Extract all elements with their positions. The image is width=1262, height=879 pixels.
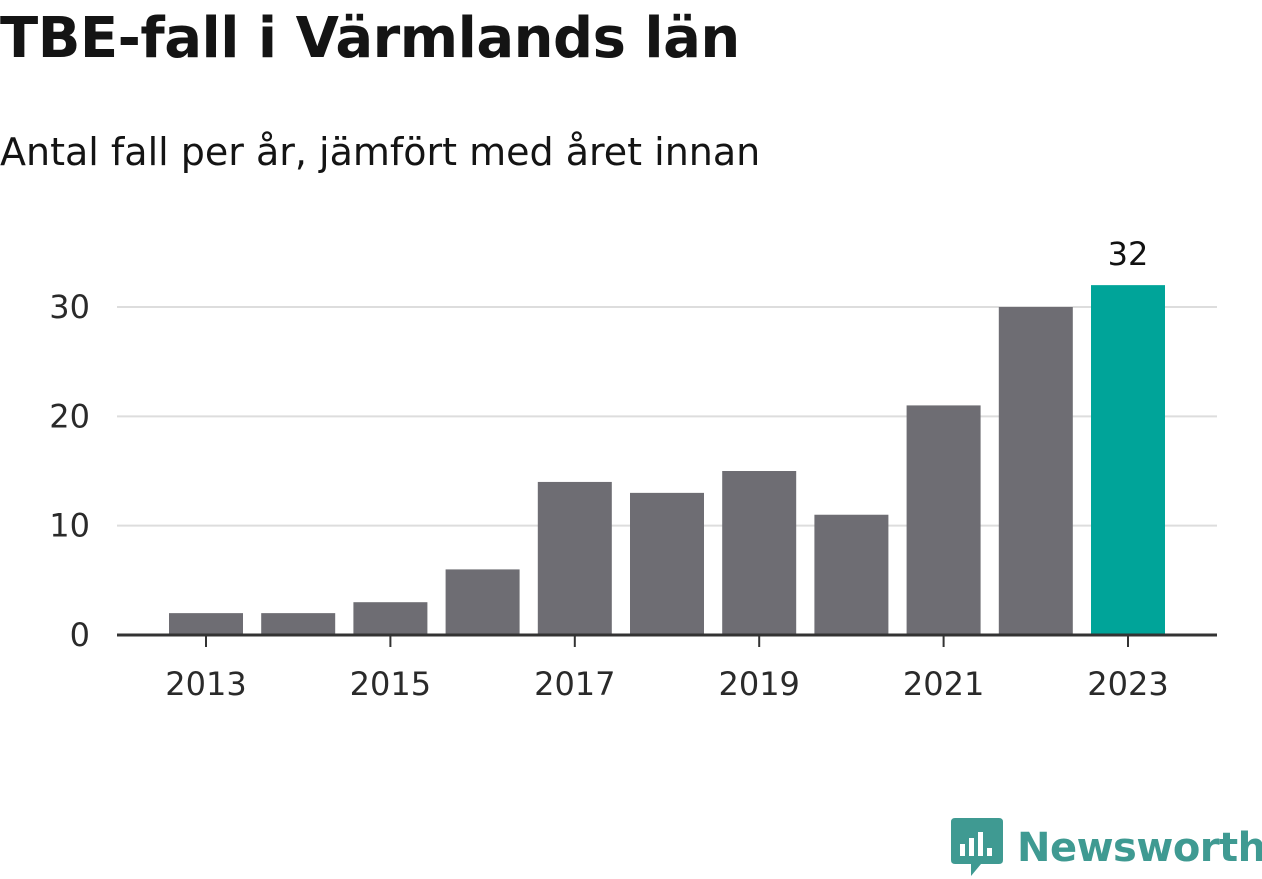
bar-2019 [722,471,797,635]
x-tick-label: 2017 [534,665,615,703]
bar-2023 [1091,285,1165,635]
x-axis [117,633,1217,647]
y-tick-label: 20 [49,397,90,435]
bar-2022 [998,307,1073,635]
x-tick-label: 2019 [718,665,799,703]
bar-2013 [169,613,243,635]
y-tick-label: 0 [70,616,90,654]
bar-2021 [906,405,981,635]
bar-2015 [353,602,428,635]
brand-name: Newsworthy [1017,825,1262,871]
chart-subtitle: Antal fall per år, jämfört med året inna… [0,130,761,174]
x-tick-label: 2013 [165,665,246,703]
labels: 0 10 20 30 2013 2015 2017 2019 2021 2023 32 [49,235,1168,703]
bars [169,285,1165,635]
data-label: 32 [1108,235,1149,273]
bar-2018 [630,492,704,635]
bar-2016 [445,569,520,635]
chart-title: TBE-fall i Värmlands län [0,6,740,71]
bar-chart: 0 10 20 30 2013 2015 2017 2019 2021 2023 32 [49,235,1217,703]
newsworthy-logo-icon [951,818,1003,876]
bar-2020 [814,514,889,635]
y-tick-label: 10 [49,507,90,545]
bar-2014 [261,613,336,635]
x-tick-label: 2021 [903,665,984,703]
newsworthy-brand: Newsworthy [951,818,1262,878]
y-tick-label: 30 [49,288,90,326]
bar-2017 [537,481,612,635]
x-tick-label: 2023 [1087,665,1168,703]
x-tick-label: 2015 [350,665,431,703]
